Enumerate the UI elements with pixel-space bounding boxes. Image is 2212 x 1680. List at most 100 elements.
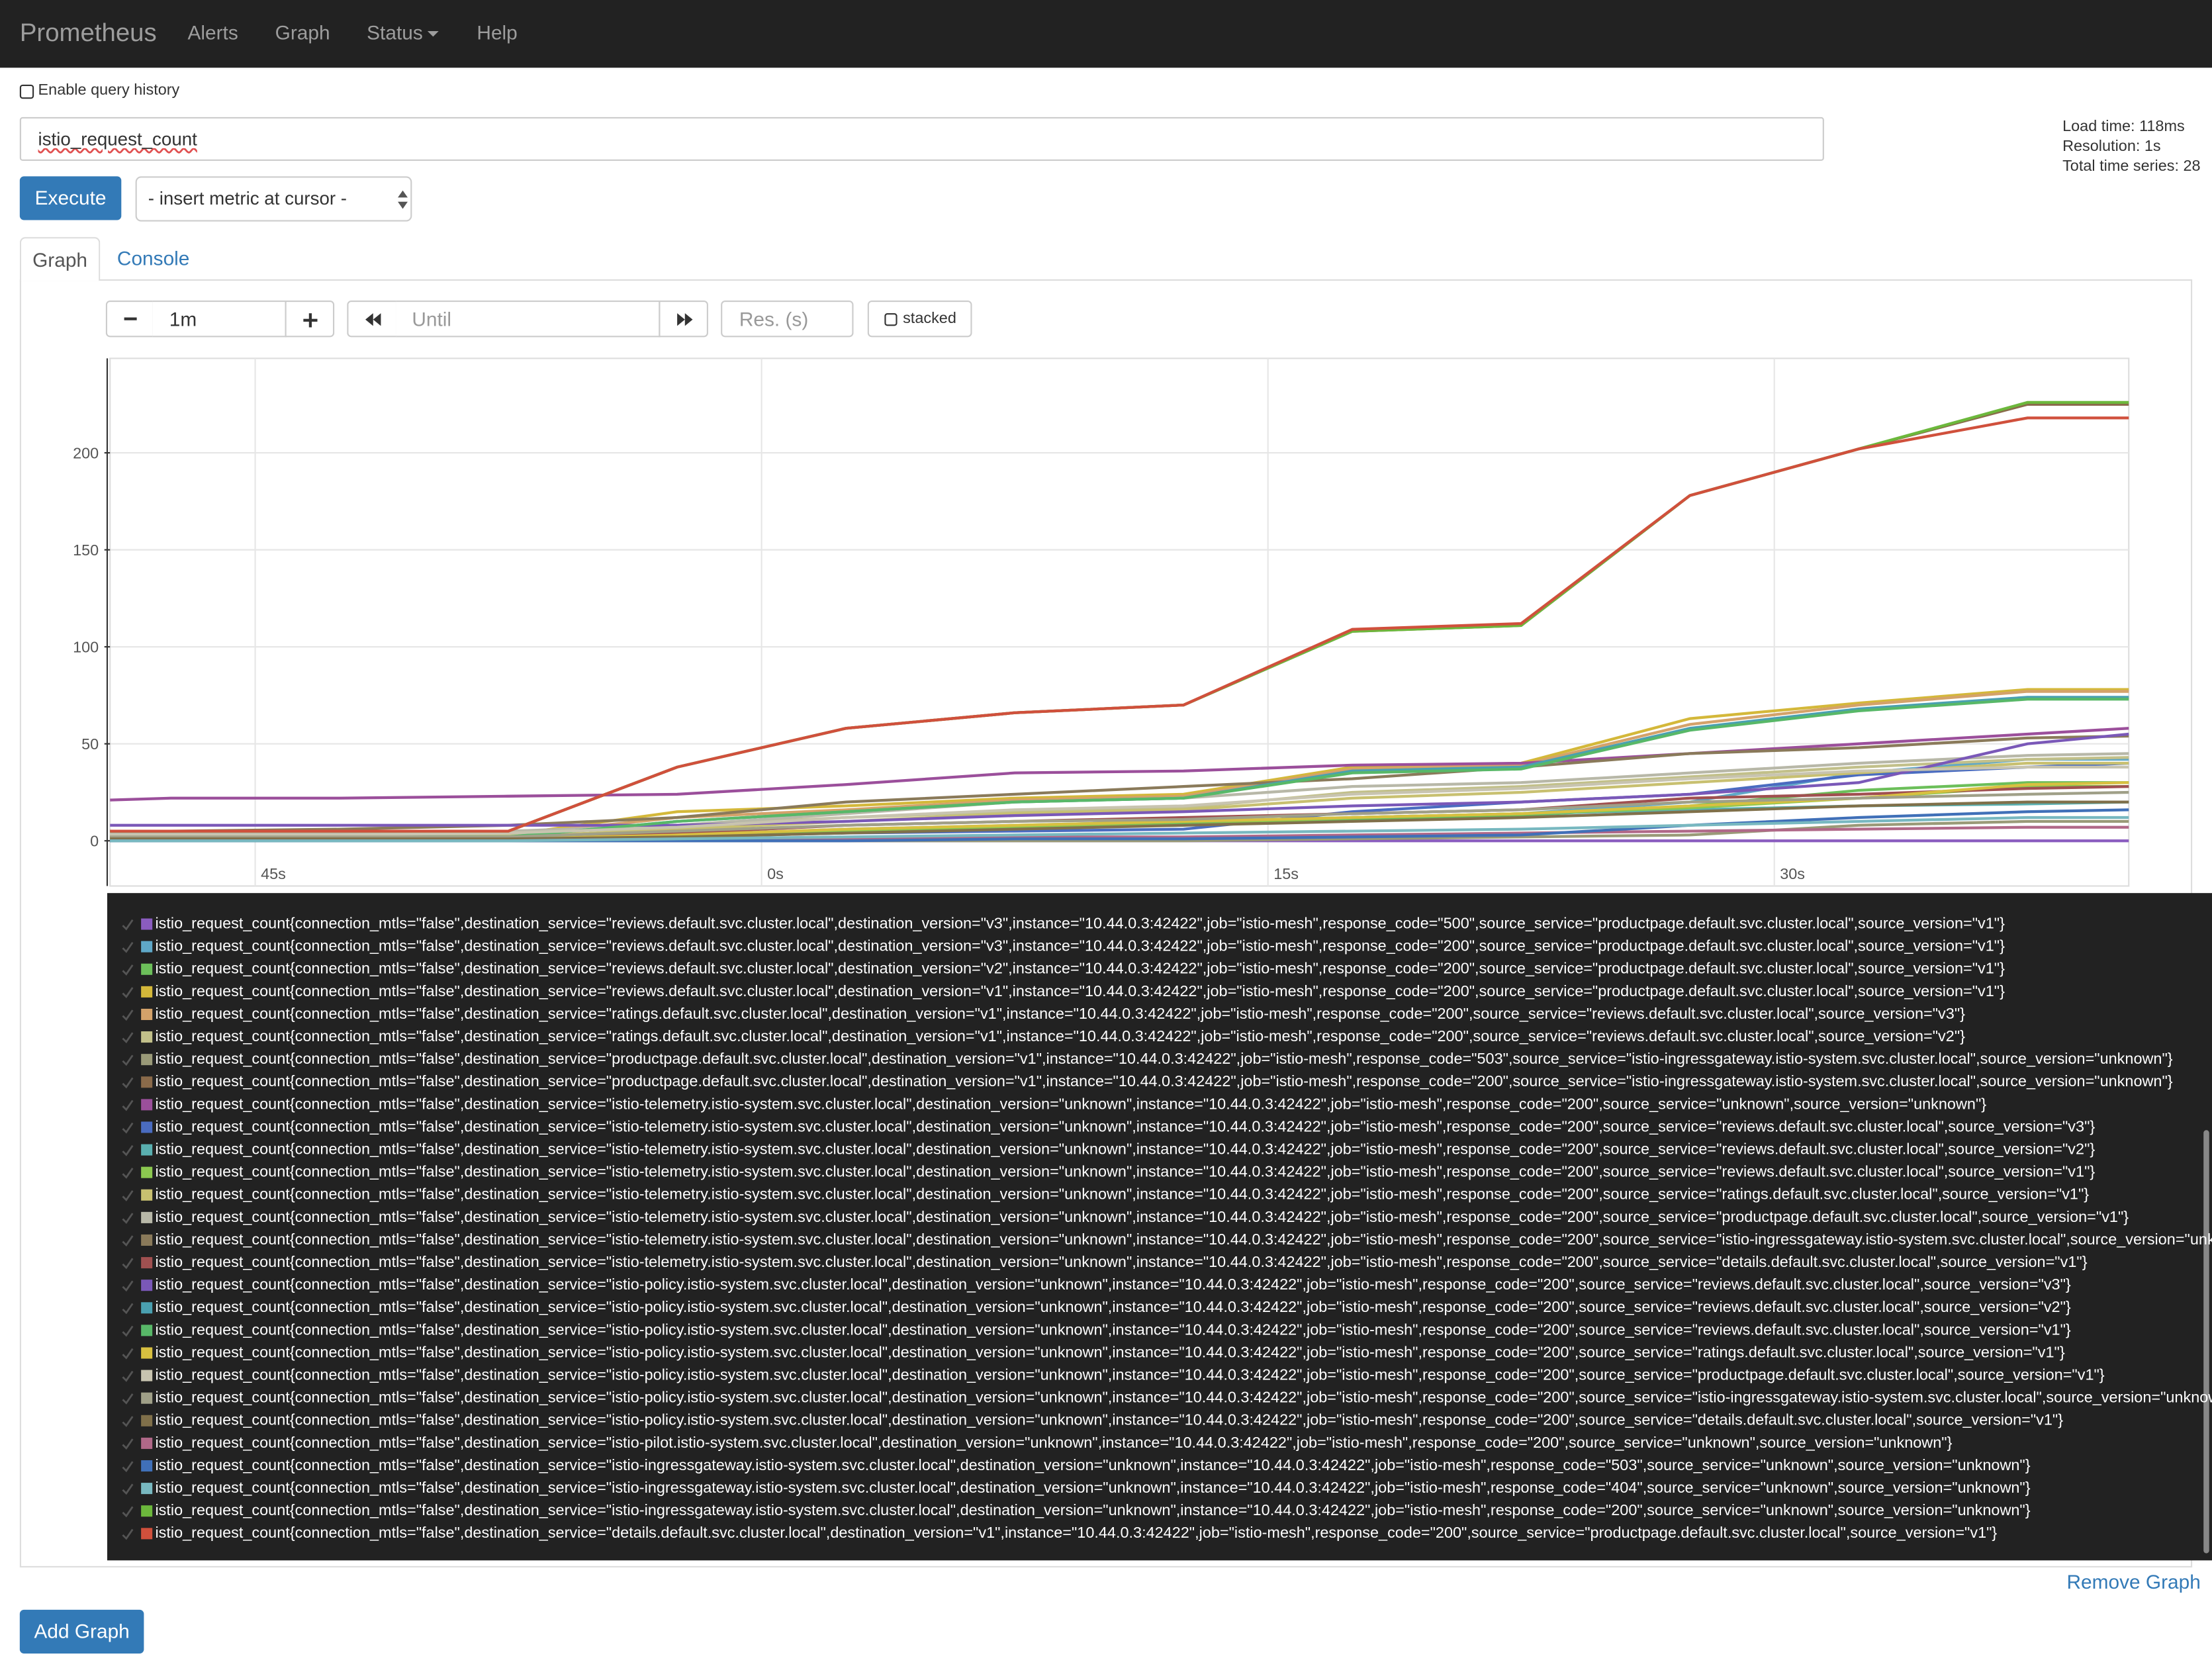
legend-check <box>122 1190 134 1201</box>
select-arrows <box>398 190 408 209</box>
series-line <box>110 732 2129 827</box>
metric-select[interactable]: - insert metric at cursor - <box>135 176 412 222</box>
navbar: Prometheus Alerts Graph Status Help <box>0 0 2212 68</box>
res-input[interactable]: Res. (s) <box>721 300 854 338</box>
legend-check <box>122 1122 134 1134</box>
select-text: - insert metric at cursor - <box>148 187 347 209</box>
legend-label: istio_request_count{connection_mtls="fal… <box>155 1209 2129 1227</box>
legend-check <box>122 919 134 931</box>
legend-check <box>122 1438 134 1450</box>
legend-swatch <box>141 1415 153 1426</box>
nav-link[interactable]: Help <box>477 21 518 44</box>
legend-check <box>122 1144 134 1156</box>
tab-console[interactable]: Console <box>116 246 190 270</box>
legend-check <box>122 1416 134 1427</box>
legend-swatch <box>141 1121 153 1133</box>
legend-swatch <box>141 963 153 975</box>
stats: Load time: 118ms Resolution: 1s Total ti… <box>2062 117 2201 177</box>
legend-check <box>122 1054 134 1066</box>
scrollbar <box>2203 1130 2209 1554</box>
series-line <box>110 765 2129 837</box>
legend-swatch <box>141 1325 153 1336</box>
add-graph-button[interactable]: Add Graph <box>19 1609 144 1654</box>
legend-check <box>122 1370 134 1382</box>
x-tick-label: 0s <box>767 865 784 882</box>
stat: Total time series: 28 <box>2062 158 2201 175</box>
brand[interactable]: Prometheus <box>19 18 157 47</box>
legend-swatch <box>141 941 153 953</box>
legend-label: istio_request_count{connection_mtls="fal… <box>155 1096 1987 1113</box>
stat: Load time: 118ms <box>2062 118 2185 136</box>
tab-graph[interactable]: Graph <box>19 237 101 281</box>
y-tick-label: 50 <box>81 735 99 753</box>
legend-label: istio_request_count{connection_mtls="fal… <box>155 1073 2173 1091</box>
remove-graph-link[interactable]: Remove Graph <box>2066 1570 2201 1593</box>
legend-swatch <box>141 1234 153 1246</box>
series-line <box>110 416 2129 833</box>
legend-swatch <box>141 1483 153 1495</box>
legend-label: istio_request_count{connection_mtls="fal… <box>155 1344 2065 1362</box>
stacked-toggle[interactable]: stacked <box>867 300 972 338</box>
legend-swatch <box>141 1144 153 1156</box>
legend-label: istio_request_count{connection_mtls="fal… <box>155 1299 2071 1317</box>
nav-link[interactable]: Alerts <box>187 21 238 44</box>
query-input[interactable]: istio_request_count <box>19 117 1824 161</box>
time-forward[interactable] <box>659 300 708 338</box>
execute-button[interactable]: Execute <box>19 176 122 220</box>
range-plus[interactable] <box>285 300 335 338</box>
legend-check <box>122 1393 134 1405</box>
back-icon <box>365 313 381 326</box>
legend-check <box>122 1099 134 1111</box>
legend-check <box>122 1348 134 1360</box>
legend-swatch <box>141 1460 153 1472</box>
y-tick-label: 200 <box>73 445 99 462</box>
time-back[interactable] <box>347 300 398 338</box>
legend-label: istio_request_count{connection_mtls="fal… <box>155 1502 2031 1520</box>
stacked-checkbox[interactable] <box>884 313 898 326</box>
legend-swatch <box>141 918 153 930</box>
series-line <box>110 816 2129 843</box>
legend-swatch <box>141 1302 153 1314</box>
legend-label: istio_request_count{connection_mtls="fal… <box>155 1367 2105 1384</box>
y-tick-label: 100 <box>73 639 99 656</box>
stat: Resolution: 1s <box>2062 138 2161 156</box>
legend-check <box>122 1235 134 1247</box>
legend-check <box>122 1213 134 1224</box>
checkbox[interactable] <box>19 84 34 99</box>
legend-label: istio_request_count{connection_mtls="fal… <box>155 915 2005 933</box>
legend-swatch <box>141 1031 153 1043</box>
y-tick-label: 150 <box>73 541 99 559</box>
legend-label: istio_request_count{connection_mtls="fal… <box>155 1479 2031 1497</box>
legend-swatch <box>141 986 153 998</box>
legend-check <box>122 1009 134 1021</box>
legend-check <box>122 1258 134 1270</box>
checkbox-label[interactable]: Enable query history <box>38 81 180 99</box>
legend-label: istio_request_count{connection_mtls="fal… <box>155 1457 2031 1475</box>
legend-swatch <box>141 1437 153 1449</box>
legend: istio_request_count{connection_mtls="fal… <box>107 893 2212 1561</box>
legend-label: istio_request_count{connection_mtls="fal… <box>155 1254 2088 1272</box>
legend-check <box>122 1528 134 1540</box>
nav-link[interactable]: Graph <box>275 21 330 44</box>
until-input[interactable]: Until <box>396 300 661 338</box>
x-tick-label: 30s <box>1780 865 1805 882</box>
legend-label: istio_request_count{connection_mtls="fal… <box>155 983 2005 1001</box>
legend-label: istio_request_count{connection_mtls="fal… <box>155 1389 2212 1407</box>
range-input[interactable]: 1m <box>152 300 287 338</box>
legend-label: istio_request_count{connection_mtls="fal… <box>155 1276 2071 1294</box>
chart: 0 50 100 150 200 45s 0s 15s 30s <box>73 357 2130 887</box>
nav-link[interactable]: Status <box>367 21 423 44</box>
legend-swatch <box>141 1099 153 1111</box>
legend-swatch <box>141 1280 153 1291</box>
legend-label: istio_request_count{connection_mtls="fal… <box>155 1525 1998 1542</box>
caret <box>427 30 439 37</box>
legend-swatch <box>141 1257 153 1269</box>
series-line <box>110 727 2129 802</box>
legend-swatch <box>141 1008 153 1020</box>
legend-check <box>122 1167 134 1179</box>
range-minus[interactable] <box>105 300 154 338</box>
legend-swatch <box>141 1505 153 1517</box>
x-tick-label: 15s <box>1273 865 1299 882</box>
